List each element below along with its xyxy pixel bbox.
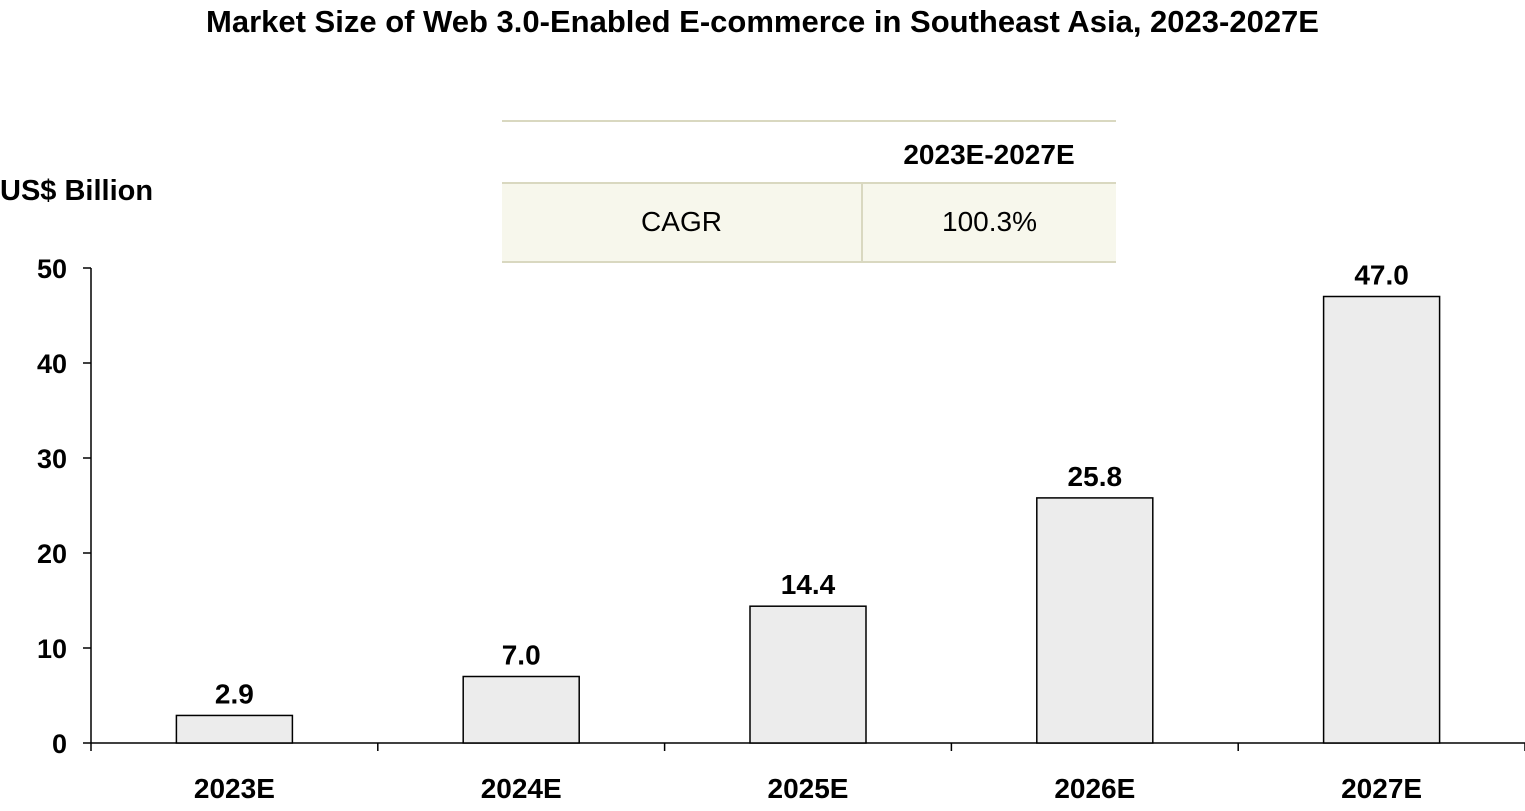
table-top-rule <box>502 120 1116 122</box>
bar-2024E <box>462 675 580 744</box>
bar-value-label: 25.8 <box>1068 461 1123 492</box>
bar-value-label: 47.0 <box>1354 260 1409 291</box>
y-tick-label: 20 <box>37 539 67 569</box>
bar-value-label: 7.0 <box>502 640 541 671</box>
bar-value-label: 2.9 <box>215 678 254 709</box>
table-bottom-rule <box>502 261 1116 263</box>
cagr-table: 2023E-2027E CAGR 100.3% <box>502 120 1116 263</box>
table-row-background <box>502 184 1116 261</box>
x-tick-label: 2026E <box>1054 773 1135 804</box>
y-axis-label: US$ Billion <box>0 175 154 207</box>
y-tick-label: 0 <box>52 729 67 759</box>
bar-2027E <box>1322 295 1441 744</box>
bar-2023E <box>175 714 294 744</box>
bar-2026E <box>1036 497 1154 744</box>
x-tick-label: 2023E <box>194 773 275 804</box>
y-tick-label: 40 <box>37 349 67 379</box>
y-tick-label: 50 <box>37 254 67 284</box>
table-header-period: 2023E-2027E <box>903 139 1075 170</box>
table-column-separator <box>861 184 863 261</box>
x-tick-label: 2027E <box>1341 773 1422 804</box>
table-header-rule <box>502 182 1116 184</box>
table-row-label: CAGR <box>641 206 722 237</box>
y-tick-label: 30 <box>37 444 67 474</box>
y-tick-label: 10 <box>37 634 67 664</box>
x-tick-label: 2025E <box>768 773 849 804</box>
table-row-value: 100.3% <box>942 206 1037 237</box>
chart-title: Market Size of Web 3.0-Enabled E-commerc… <box>206 4 1319 39</box>
bar-value-label: 14.4 <box>781 569 836 600</box>
x-tick-label: 2024E <box>481 773 562 804</box>
bar-2025E <box>749 605 867 744</box>
